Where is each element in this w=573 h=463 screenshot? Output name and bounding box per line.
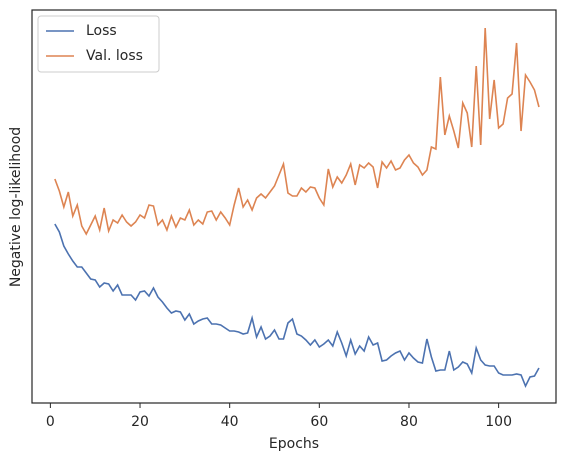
plot-frame [31, 9, 557, 404]
series-line [54, 223, 540, 388]
legend: Loss Val. loss [37, 15, 160, 73]
legend-label: Loss [86, 23, 117, 39]
x-tick-label: 80 [400, 414, 418, 430]
x-tick-label: 100 [485, 414, 512, 430]
x-tick-label: 20 [131, 414, 149, 430]
y-axis-label: Negative log-likelihood [8, 127, 24, 287]
x-tick-label: 60 [310, 414, 328, 430]
x-axis-label: Epochs [269, 436, 319, 452]
x-tick-label: 40 [221, 414, 239, 430]
legend-label: Val. loss [86, 48, 143, 64]
legend-box [37, 15, 160, 73]
series-line [54, 27, 540, 236]
x-tick-label: 0 [46, 414, 55, 430]
